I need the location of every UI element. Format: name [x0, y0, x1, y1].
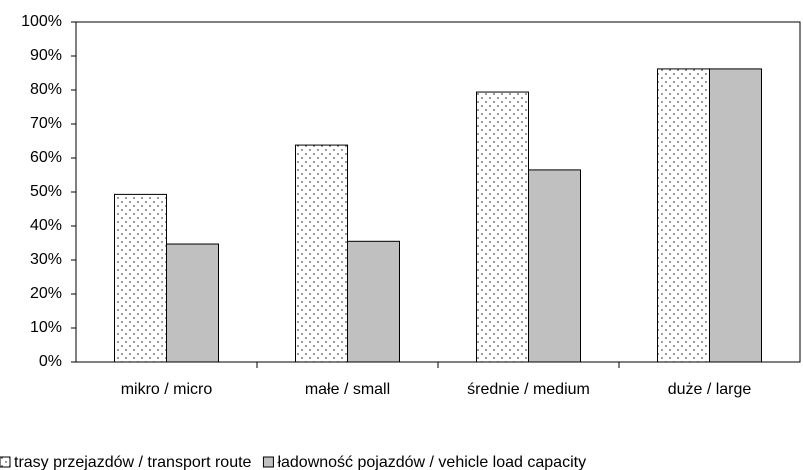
legend-label: ładowność pojazdów / vehicle load capaci…	[277, 454, 586, 470]
x-tick-label: mikro / micro	[121, 381, 213, 398]
bar	[476, 91, 529, 363]
y-tick-label: 10%	[30, 319, 62, 336]
x-tick-label: duże / large	[668, 381, 752, 398]
y-tick-label: 30%	[30, 251, 62, 268]
y-tick-label: 40%	[30, 217, 62, 234]
bar	[709, 68, 762, 363]
bar	[528, 169, 581, 363]
y-tick-label: 100%	[21, 13, 62, 30]
legend-swatch	[262, 456, 274, 468]
legend-swatch	[0, 456, 11, 468]
bar	[166, 243, 219, 363]
bar	[347, 240, 400, 363]
y-tick-label: 50%	[30, 183, 62, 200]
x-tick-label: średnie / medium	[467, 381, 590, 398]
x-tick-label: małe / small	[305, 381, 390, 398]
bar	[295, 144, 348, 363]
bar	[657, 68, 710, 363]
y-tick-label: 60%	[30, 149, 62, 166]
y-tick-label: 80%	[30, 81, 62, 98]
bar	[114, 193, 167, 363]
legend-label: trasy przejazdów / transport route	[14, 454, 252, 470]
y-tick-label: 70%	[30, 115, 62, 132]
y-tick-label: 0%	[39, 353, 62, 370]
y-tick-label: 20%	[30, 285, 62, 302]
y-tick-label: 90%	[30, 47, 62, 64]
